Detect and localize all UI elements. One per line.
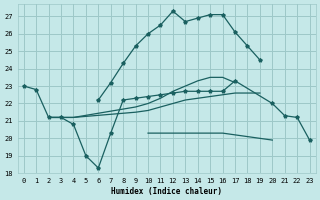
X-axis label: Humidex (Indice chaleur): Humidex (Indice chaleur) [111, 187, 222, 196]
